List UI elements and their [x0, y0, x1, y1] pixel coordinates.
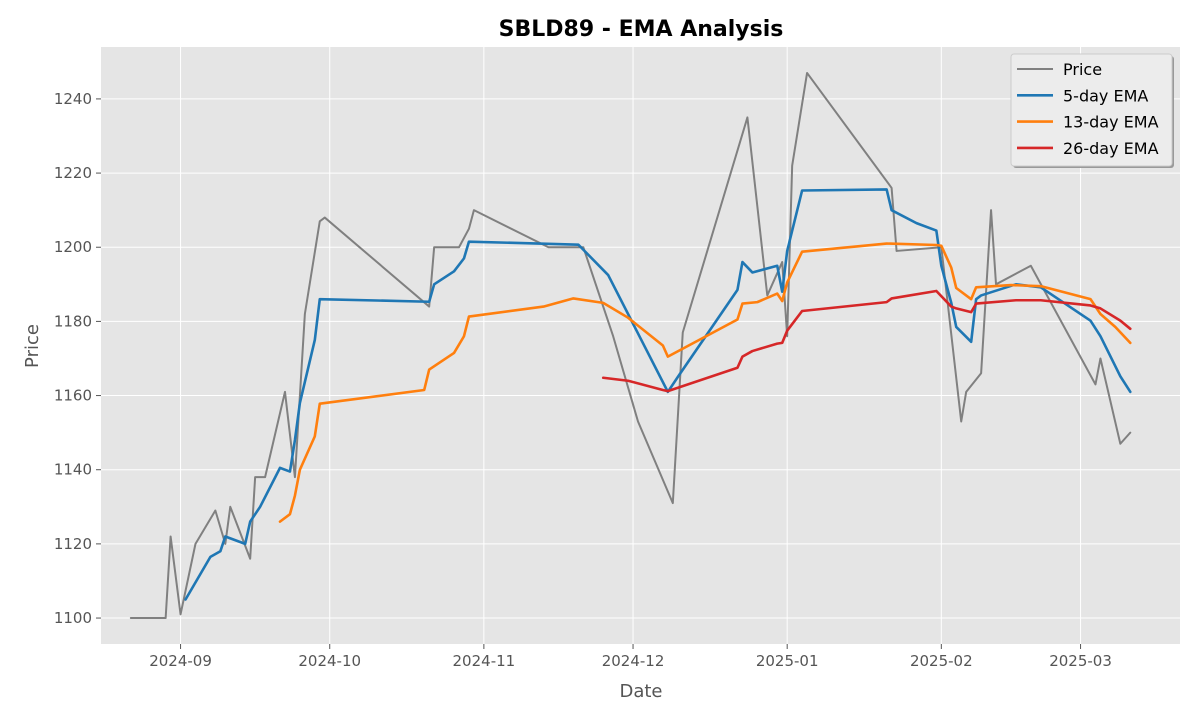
x-tick-label: 2024-11 [453, 652, 516, 670]
legend-label-26-day-ema: 26-day EMA [1063, 139, 1159, 158]
y-tick-label: 1240 [54, 90, 92, 108]
legend-label-5-day-ema: 5-day EMA [1063, 86, 1148, 105]
y-tick-label: 1140 [54, 461, 92, 479]
x-tick-label: 2024-09 [149, 652, 212, 670]
grid-lines [101, 47, 1180, 644]
legend-label-price: Price [1063, 60, 1102, 79]
series-line-13-day-ema [278, 242, 1132, 523]
y-tick-label: 1120 [54, 535, 92, 553]
x-tick-label: 2025-01 [756, 652, 819, 670]
y-tick-label: 1220 [54, 164, 92, 182]
series-layer [129, 71, 1132, 620]
y-tick-label: 1100 [54, 609, 92, 627]
chart-title: SBLD89 - EMA Analysis [499, 17, 784, 42]
legend: Price 5-day EMA 13-day EMA 26-day EMA [1010, 53, 1174, 168]
x-tick-label: 2025-02 [910, 652, 973, 670]
y-axis-label: Price [22, 324, 43, 368]
series-line-26-day-ema [601, 289, 1132, 393]
x-tick-label: 2024-12 [602, 652, 665, 670]
x-axis-label: Date [619, 681, 662, 702]
y-tick-label: 1180 [54, 312, 92, 330]
y-tick-label: 1200 [54, 238, 92, 256]
x-tick-label: 2024-10 [298, 652, 361, 670]
legend-box [1010, 53, 1173, 167]
y-tick-label: 1160 [54, 387, 92, 405]
series-line-5-day-ema [184, 188, 1132, 601]
y-axis-ticks: 1100 1120 1140 1160 1180 1200 1220 1240 [54, 90, 101, 627]
legend-label-13-day-ema: 13-day EMA [1063, 113, 1159, 132]
plot-area [101, 47, 1180, 644]
x-tick-label: 2025-03 [1049, 652, 1112, 670]
x-axis-ticks: 2024-09 2024-10 2024-11 2024-12 2025-01 2025-… [149, 644, 1112, 670]
series-line-price [129, 71, 1132, 620]
